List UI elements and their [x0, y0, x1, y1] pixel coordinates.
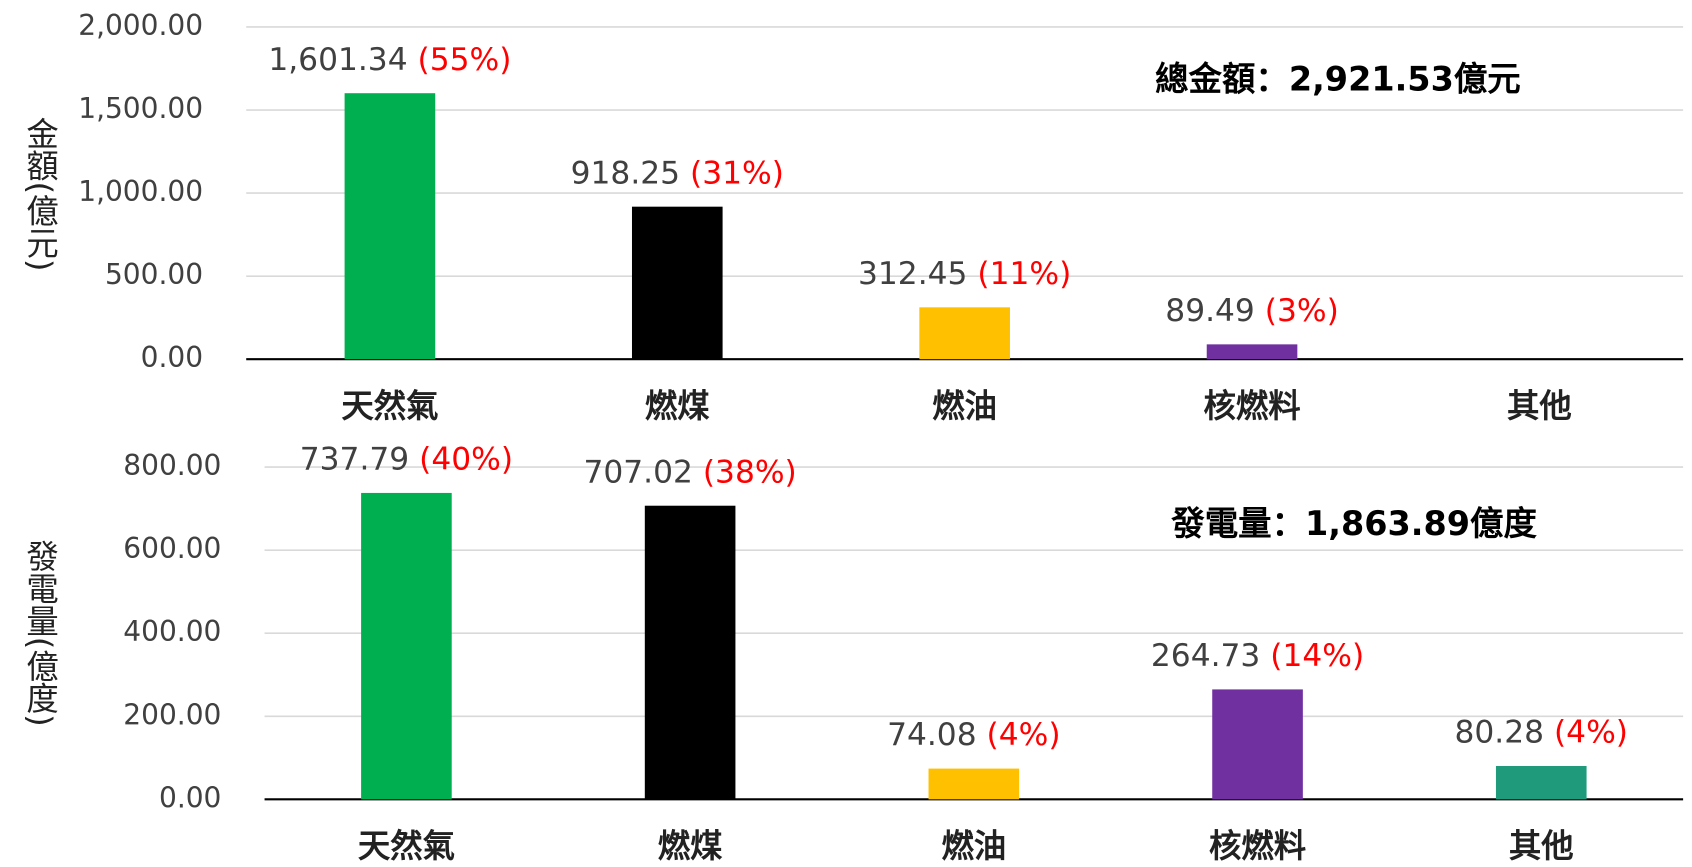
x-tick-label: 燃煤	[645, 387, 710, 425]
x-tick-label: 核燃料	[1204, 387, 1301, 425]
bar	[644, 505, 736, 800]
x-tick-label: 燃油	[941, 827, 1006, 863]
y-tick-label: 1,000.00	[78, 175, 203, 208]
value-share: (31%)	[690, 155, 784, 191]
x-tick-label: 燃煤	[658, 827, 723, 863]
value-share: (4%)	[1554, 715, 1628, 751]
bar	[1212, 689, 1303, 800]
y-tick-label: 1,500.00	[78, 92, 203, 125]
value-share: (14%)	[1270, 638, 1364, 674]
x-tick-label: 天然氣	[358, 827, 455, 863]
bar	[919, 307, 1010, 360]
y-tick-label: 800.00	[123, 449, 221, 482]
annotation: 發電量：1,863.89億度	[1170, 504, 1537, 543]
value-number: 80.28	[1455, 715, 1545, 751]
y-tick-label: 600.00	[123, 532, 221, 565]
bar	[631, 206, 723, 360]
y-tick-label: 400.00	[123, 615, 221, 648]
y-tick-label: 0.00	[159, 781, 221, 814]
value-number: 312.45	[858, 256, 967, 292]
value-number: 264.73	[1151, 638, 1260, 674]
value-label: 80.28 (4%)	[1455, 715, 1628, 751]
bar	[1495, 766, 1587, 800]
bar	[361, 492, 452, 800]
value-number: 707.02	[583, 454, 692, 490]
value-label: 74.08 (4%)	[887, 717, 1060, 753]
y-axis-label: 金額(億元)	[21, 117, 59, 272]
annotation: 總金額：2,921.53億元	[1155, 59, 1521, 98]
value-label: 737.79 (40%)	[300, 442, 513, 478]
value-number: 1,601.34	[268, 42, 407, 78]
value-share: (55%)	[418, 42, 512, 78]
value-number: 918.25	[571, 155, 680, 191]
y-tick-label: 200.00	[123, 698, 221, 731]
value-label: 707.02 (38%)	[583, 454, 796, 490]
value-share: (38%)	[703, 454, 797, 490]
y-axis-label: 發電量(億度)	[21, 540, 59, 727]
value-label: 264.73 (14%)	[1151, 638, 1364, 674]
value-share: (11%)	[977, 256, 1071, 292]
y-tick-label: 0.00	[141, 341, 203, 374]
bar	[344, 93, 436, 360]
value-label: 89.49 (3%)	[1165, 293, 1338, 329]
value-share: (4%)	[987, 717, 1061, 753]
x-tick-label: 燃油	[932, 387, 997, 425]
value-label: 312.45 (11%)	[858, 256, 1071, 292]
value-share: (40%)	[419, 442, 513, 478]
value-label: 1,601.34 (55%)	[268, 42, 511, 78]
value-number: 74.08	[887, 717, 977, 753]
bar	[928, 768, 1020, 800]
value-number: 737.79	[300, 442, 409, 478]
x-tick-label: 天然氣	[341, 387, 438, 425]
bar	[1206, 344, 1298, 360]
x-tick-label: 其他	[1509, 827, 1574, 863]
value-number: 89.49	[1165, 293, 1255, 329]
y-tick-label: 2,000.00	[78, 9, 203, 42]
x-tick-label: 其他	[1507, 387, 1572, 425]
value-share: (3%)	[1265, 293, 1339, 329]
y-tick-label: 500.00	[105, 258, 203, 291]
x-tick-label: 核燃料	[1209, 827, 1306, 863]
value-label: 918.25 (31%)	[571, 155, 784, 191]
